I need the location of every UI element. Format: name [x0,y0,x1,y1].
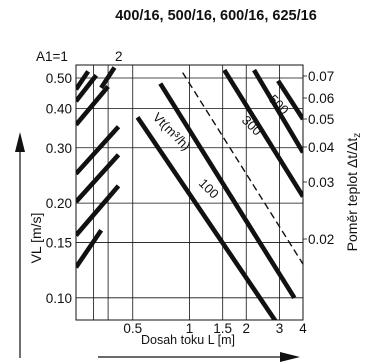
series-group [76,66,303,320]
x-tick-label: 4 [299,321,307,336]
y-axis-label-left: VL [m/s] [28,213,44,264]
series-line-a1-4 [76,84,110,127]
y-right-tick-label: 0.05 [308,112,334,127]
y-left-tick-label: 0.50 [46,71,72,86]
series-line-vt-12 [252,68,303,154]
series-line-a1-6 [76,70,91,91]
chart-title: 400/16, 500/16, 600/16, 625/16 [115,8,317,24]
y-axis-label-right: Poměr teplot Δt/Δtz [344,133,363,252]
curve-label-300: 300 [239,113,265,139]
y-right-tick-labels: 0.02 0.03 0.04 0.05 0.06 0.07 [303,69,335,247]
y-right-tick-label: 0.07 [308,69,334,84]
plot-frame [75,64,304,321]
series-line-a1-1 [76,184,121,237]
series-line-a1-7 [99,66,117,90]
series-line-vt-10 [182,72,303,265]
series-line-vt-13 [276,79,303,121]
x-axis-arrowhead [280,352,300,362]
series-line-a1-2 [76,153,121,204]
right-label-main: Poměr teplot Δt/Δt [344,138,360,252]
series-line-vt-9 [158,82,297,300]
y-left-tick-label: 0.40 [46,101,72,116]
x-tick-label: 1 [186,321,194,336]
top-label-2: 2 [115,49,123,64]
top-label-a1: A1=1 [36,49,68,64]
y-left-tick-label: 0.15 [46,235,72,250]
y-left-tick-label: 0.30 [46,141,72,156]
x-tick-label: 0.5 [123,321,142,336]
y-axis-arrowhead [15,132,25,152]
y-left-tick-labels: 0.10 0.15 0.20 0.30 0.40 0.50 [46,71,72,306]
y-right-tick-label: 0.04 [308,140,335,155]
x-tick-labels: 0.5 1 1.5 2 3 4 [123,321,307,336]
x-tick-label: 3 [276,321,284,336]
series-line-vt-8 [135,116,278,320]
y-right-tick-label: 0.03 [308,175,334,190]
right-label-sub: z [352,133,363,138]
x-tick-label: 2 [242,321,250,336]
series-line-vt-11 [222,68,303,198]
x-axis-label: Dosah toku L [m] [141,333,235,347]
y-left-tick-label: 0.20 [46,196,72,211]
series-line-a1-0 [76,228,104,269]
series-line-a1-5 [76,73,99,103]
x-tick-label: 1.5 [213,321,232,336]
y-right-tick-label: 0.06 [308,91,334,106]
series-line-a1-3 [76,125,121,176]
y-left-tick-label: 0.10 [46,291,72,306]
y-right-tick-label: 0.02 [308,232,334,247]
